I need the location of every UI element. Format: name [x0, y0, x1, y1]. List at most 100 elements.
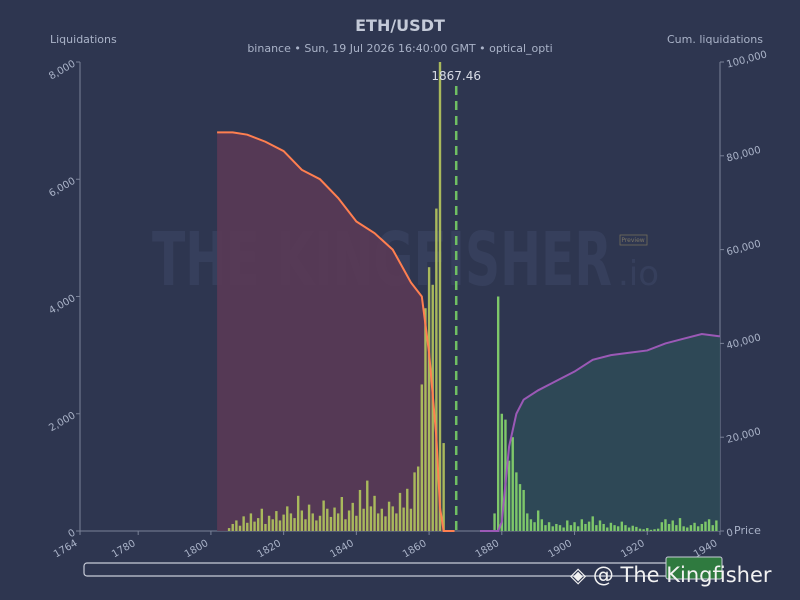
liquidation-bar	[304, 519, 307, 531]
cum-line	[480, 333, 721, 532]
liquidation-bar	[631, 525, 634, 531]
liquidation-bar	[435, 208, 438, 531]
liquidation-bar	[286, 506, 289, 531]
liquidation-bar	[595, 525, 598, 531]
liquidation-bar	[333, 507, 336, 531]
liquidation-bar	[638, 528, 642, 531]
liquidation-bar	[551, 526, 554, 531]
liquidation-bar	[413, 472, 416, 531]
liquidation-bar	[362, 508, 365, 531]
liquidation-bar	[515, 472, 518, 531]
liquidation-bar	[253, 521, 256, 531]
liquidation-bar	[500, 413, 504, 531]
liquidation-bar	[536, 510, 540, 531]
liquidation-bar	[249, 513, 253, 531]
liquidation-bar	[547, 522, 551, 531]
liquidation-bar	[562, 527, 565, 531]
credit-text: @ The Kingfisher	[593, 563, 772, 587]
watermark-badge: Preview	[621, 237, 644, 244]
liquidation-bar	[442, 443, 445, 531]
liquidation-bar	[613, 525, 616, 531]
liquidation-bar	[642, 529, 645, 531]
liquidation-bar	[402, 507, 405, 531]
liquidation-bar	[398, 492, 402, 531]
liquidation-bar	[424, 308, 427, 531]
y2-tick-label: 0	[725, 527, 734, 539]
liquidation-bar	[602, 523, 605, 531]
liquidation-bar	[275, 511, 278, 531]
liquidation-bar	[656, 528, 660, 531]
chart-subtitle: binance • Sun, 19 Jul 2026 16:40:00 GMT …	[247, 42, 552, 55]
x-axis-label: Price	[734, 524, 761, 537]
liquidation-bar	[307, 504, 311, 531]
liquidation-bar	[700, 523, 704, 531]
liquidation-bar	[635, 526, 638, 531]
liquidation-bar	[555, 523, 558, 531]
liquidation-bar	[540, 519, 544, 531]
liquidation-bar	[322, 500, 325, 531]
liquidation-bar	[678, 518, 682, 531]
liquidation-bar	[289, 513, 293, 531]
liquidation-bar	[580, 519, 584, 531]
liquidation-bar	[256, 518, 260, 531]
plot: 02,0004,0006,0008,000020,00040,00060,000…	[47, 49, 768, 560]
liquidation-bar	[558, 525, 562, 531]
credit: ◈ @ The Kingfisher	[570, 563, 772, 587]
liquidation-bar	[689, 525, 693, 531]
liquidation-bar	[406, 488, 409, 531]
current-price-label: 1867.46	[431, 69, 481, 83]
liquidation-bar	[682, 526, 685, 531]
liquidation-bar	[235, 520, 238, 531]
liquidation-bar	[606, 527, 609, 531]
liquidation-bar	[518, 484, 522, 531]
liquidation-bar	[420, 384, 424, 531]
liquidation-bar	[293, 518, 296, 531]
liquidation-bar	[227, 528, 231, 531]
liquidation-bar	[507, 460, 511, 531]
liquidation-bar	[296, 495, 300, 531]
liquidation-bar	[696, 526, 700, 531]
liquidation-bar	[529, 519, 533, 531]
liquidation-bar	[649, 529, 653, 531]
liquidation-bar	[318, 515, 322, 531]
liquidation-bar	[624, 525, 627, 531]
liquidation-bar	[409, 508, 413, 531]
liquidation-bar	[351, 502, 354, 531]
liquidation-bar	[282, 514, 285, 531]
liquidation-bar	[438, 62, 442, 531]
liquidation-bar	[646, 528, 649, 531]
liquidation-bar	[246, 522, 249, 531]
liquidation-bar	[569, 525, 573, 531]
liquidation-bar	[347, 510, 351, 531]
liquidation-bar	[355, 515, 358, 531]
liquidation-bar	[591, 516, 594, 531]
liquidation-bar	[238, 525, 242, 531]
liquidation-bar	[576, 526, 580, 531]
chart-title: ETH/USDT	[355, 16, 445, 35]
liquidation-bar	[664, 519, 667, 531]
cum-line	[217, 131, 455, 532]
liquidation-bar	[391, 506, 394, 531]
liquidation-bar	[526, 513, 529, 531]
scrollbar-handle[interactable]	[665, 556, 723, 580]
liquidation-bar	[380, 508, 384, 531]
liquidation-bar	[587, 521, 591, 531]
liquidation-bar	[704, 521, 707, 531]
liquidation-bar	[264, 523, 267, 531]
liquidation-bar	[533, 522, 536, 531]
liquidation-bar	[496, 296, 500, 531]
liquidation-bar	[242, 516, 245, 531]
liquidation-bar	[427, 267, 431, 531]
liquidation-bar	[609, 522, 613, 531]
liquidation-bar	[667, 523, 671, 531]
y-axis-label: Liquidations	[50, 33, 117, 46]
liquidation-bar	[653, 529, 656, 531]
liquidation-bar	[627, 527, 631, 531]
liquidation-bar	[231, 523, 234, 531]
liquidation-bar	[300, 510, 304, 531]
liquidation-bar	[395, 513, 398, 531]
liquidation-bar	[340, 496, 344, 531]
liquidation-bar	[344, 519, 347, 531]
